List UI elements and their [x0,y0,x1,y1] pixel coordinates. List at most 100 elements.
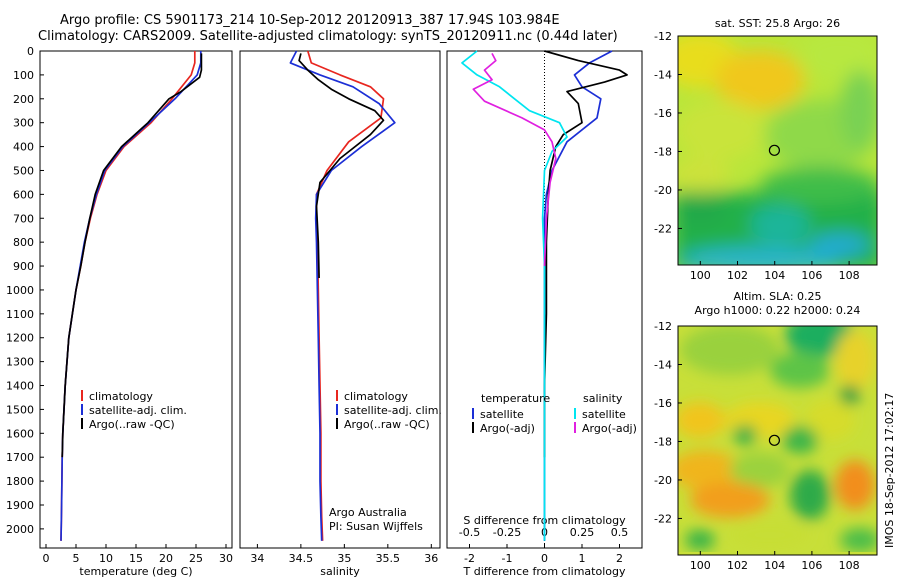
series-line-argo [298,53,385,279]
x-tick-label: 5 [73,552,80,565]
salinity-profile: 34 34.5 35 35.5 36 salinity climatologysatelli… [239,50,442,578]
y-tick-label: 1900 [6,499,34,512]
map-frame [677,35,878,266]
x-tick-label: 102 [727,559,748,572]
y-tick-label: 1700 [6,451,34,464]
y-tick-label: -22 [654,512,672,525]
x-axis-label: T difference from climatology [463,565,626,578]
series-line-argo [61,53,203,458]
legend-label: satellite [480,408,524,421]
y-tick-label: 1200 [6,332,34,345]
y-tick-label: 400 [13,141,34,154]
legend-label: climatology [89,390,153,403]
y-tick-label: 200 [13,93,34,106]
y-tick-label: 1800 [6,475,34,488]
sat-sst-map: 100 102 104 106 108 -12 -14 -16 -18 -20 -22 sat. SS… [654,17,878,282]
y-tick-label: 1600 [6,427,34,440]
y-tick-label: 600 [13,188,34,201]
map-title-line: Altim. SLA: 0.25 [733,290,821,303]
x-tick-label: 102 [727,269,748,282]
figure-title-line-2: Climatology: CARS2009. Satellite-adjuste… [38,29,618,44]
series-line-t_argo [543,50,628,458]
x-tick-label: 34.5 [289,552,314,565]
x-tick-label: 106 [801,559,822,572]
map-title-line: Argo h1000: 0.22 h2000: 0.24 [695,304,861,317]
y-tick-label: -22 [654,222,672,235]
y-tick-label: -14 [654,358,672,371]
x-tick-label: 10 [99,552,113,565]
x-tick-label: 100 [690,559,711,572]
y-tick-label: 1500 [6,403,34,416]
altim-sla-map: 100 102 104 106 108 -12 -14 -16 -18 -20 -22 Altim. … [654,290,878,572]
y-tick-label: 100 [13,69,34,82]
difference-profile: -2 -1 0 1 2T difference from climatology -0.5… [446,50,643,578]
y-tick-label: 1100 [6,308,34,321]
legend-label: Argo(..raw -QC) [89,418,175,431]
x-tick-label: 2 [616,552,623,565]
plot-frame [39,50,233,549]
x-axis-label: temperature (deg C) [79,565,192,578]
y-tick-label: 2000 [6,523,34,536]
y-tick-label: 1300 [6,356,34,369]
x-tick-label: 25 [189,552,203,565]
x-tick-label: 36 [424,552,438,565]
x-tick-label: 108 [839,269,860,282]
y-tick-label: -16 [654,107,672,120]
annotation-line: Argo Australia [329,506,407,519]
y-tick-label: 1000 [6,284,34,297]
map-frame [677,325,878,556]
y-tick-label: -14 [654,68,672,81]
top-x-tick-label: 0.5 [611,526,629,539]
y-tick-label: 500 [13,164,34,177]
map-title: sat. SST: 25.8 Argo: 26 [715,17,840,30]
sst-map-panel [678,36,877,265]
legend-label: satellite-adj. clim. [344,404,442,417]
legend-label: climatology [344,390,408,403]
x-tick-label: 0 [43,552,50,565]
top-x-tick-label: -0.5 [459,526,480,539]
legend-title: temperature [481,392,550,405]
x-tick-label: 1 [579,552,586,565]
legend-label: Argo(..raw -QC) [344,418,430,431]
y-tick-label: 0 [27,45,34,58]
x-tick-label: 35 [337,552,351,565]
y-tick-label: -16 [654,397,672,410]
y-tick-label: 800 [13,236,34,249]
x-tick-label: 108 [839,559,860,572]
argo-location-marker [768,434,781,446]
y-tick-label: 900 [13,260,34,273]
y-tick-label: -18 [654,435,672,448]
series-line-climatology [60,51,196,541]
x-tick-label: 20 [159,552,173,565]
annotation-line: PI: Susan Wijffels [329,520,423,533]
y-tick-label: 700 [13,212,34,225]
legend-title: salinity [583,392,623,405]
x-tick-label: 34 [250,552,264,565]
series-line-satellite [60,51,202,541]
y-tick-label: -12 [654,320,672,333]
y-tick-label: -18 [654,145,672,158]
figure-title-line-1: Argo profile: CS 5901173_214 10-Sep-2012… [60,13,560,28]
plot-frame [239,50,441,549]
x-axis-label: salinity [320,565,360,578]
x-tick-label: 100 [690,269,711,282]
x-tick-label: 35.5 [376,552,401,565]
x-tick-label: -2 [464,552,475,565]
top-x-tick-label: -0.25 [493,526,521,539]
side-stamp: IMOS 18-Sep-2012 17:02:17 [883,393,896,548]
legend-label: Argo(-adj) [480,422,535,435]
x-tick-label: 15 [129,552,143,565]
y-tick-label: -12 [654,30,672,43]
x-tick-label: 104 [764,559,785,572]
y-tick-label: 300 [13,117,34,130]
legend-label: satellite-adj. clim. [89,404,187,417]
y-tick-label: -20 [654,184,672,197]
argo-location-marker [768,144,781,156]
temperature-profile: 0 5 10 15 20 25 30 temperature (deg C) 0 100 200 30… [6,45,233,578]
x-tick-label: 0 [541,552,548,565]
series-line-s_argo [472,53,557,267]
series-line-s_sat [461,50,568,541]
sla-map-panel [678,326,877,555]
